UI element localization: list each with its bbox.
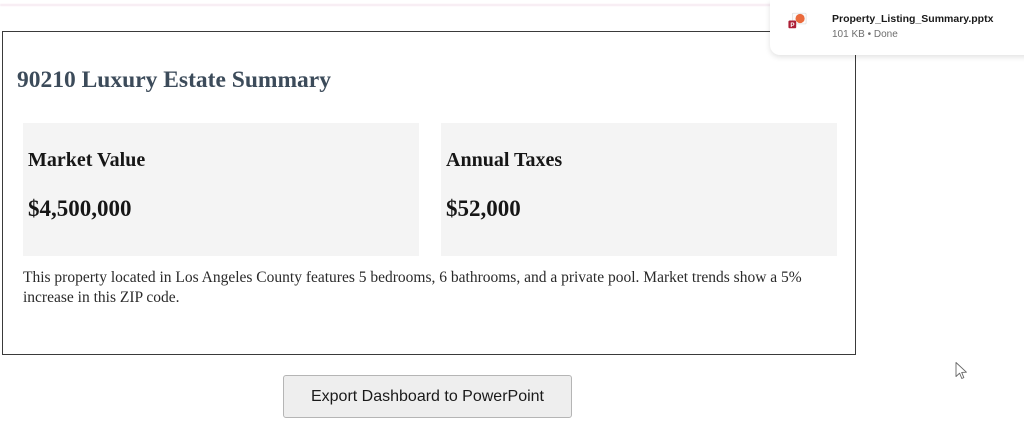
svg-text:P: P [790, 22, 794, 29]
